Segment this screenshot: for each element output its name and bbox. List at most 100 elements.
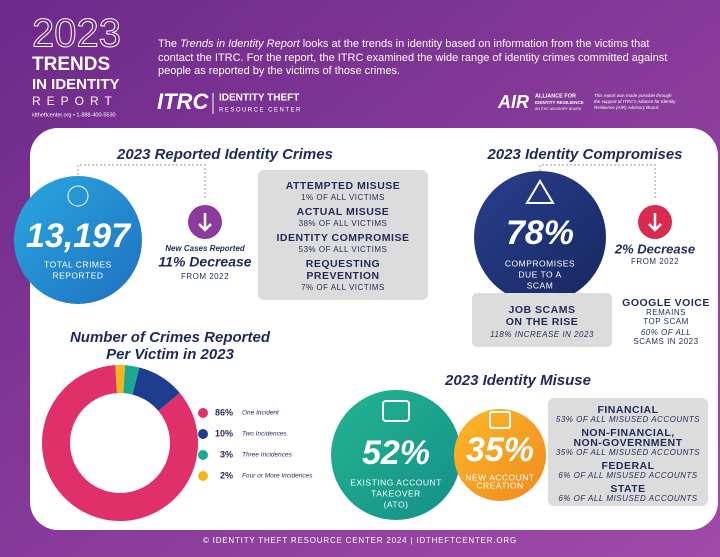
title-1: TRENDS: [32, 54, 110, 75]
section-title: Number of Crimes Reported: [70, 329, 271, 346]
google-detail: SCAMS IN 2023: [633, 337, 698, 346]
new-account-label: CREATION: [476, 480, 523, 490]
ato-icon: [382, 400, 410, 422]
item-name: ACTUAL MISUSE: [297, 206, 390, 218]
ato-label: TAKEOVER: [371, 488, 421, 498]
ato-label: EXISTING ACCOUNT: [350, 477, 442, 487]
warning-icon: [525, 179, 555, 204]
legend-swatch: [198, 471, 208, 481]
donut-segment: [132, 367, 180, 411]
section-title: Per Victim in 2023: [106, 346, 235, 363]
contact: idtheftcenter.org • 1-888-400-5530: [32, 112, 116, 118]
intro-text: looks at the trends in identity based on…: [158, 38, 668, 77]
legend-value: 86%: [215, 407, 233, 417]
connector: [539, 164, 656, 200]
scam-percent: 78%: [506, 214, 574, 252]
section-title: 2023 Identity Compromises: [486, 146, 682, 163]
arrow: [648, 213, 662, 232]
google-voice: TOP SCAM: [643, 317, 689, 326]
change-from: FROM 2022: [181, 272, 229, 281]
donut-segment: [123, 365, 140, 395]
scam-label: SCAM: [527, 280, 554, 290]
ato-label: (ATO): [384, 499, 409, 509]
legend-swatch: [198, 408, 208, 418]
legend-value: 2%: [220, 470, 233, 480]
air-name3: AN ITRC ADVISORY BOARD: [535, 107, 582, 111]
job-box: [472, 293, 612, 347]
job-detail: 118% INCREASE IN 2023: [490, 330, 594, 339]
google-voice: REMAINS: [646, 308, 686, 317]
misuse-box: [548, 398, 708, 506]
legend-swatch: [198, 450, 208, 460]
legend-label: Two Incidences: [242, 431, 287, 438]
item-detail: 1% OF ALL VICTIMS: [301, 193, 385, 202]
intro-text: The: [158, 38, 177, 50]
air-name2: IDENTITY RESILIENCE: [535, 100, 584, 105]
new-account-circle: [454, 409, 546, 501]
new-account-label: NEW ACCOUNT: [465, 472, 534, 482]
air-name: ALLIANCE FOR: [535, 93, 576, 99]
legend-label: One Incident: [242, 410, 280, 417]
item-detail: 35% OF ALL MISUSED ACCOUNTS: [556, 448, 700, 457]
item-name: FINANCIAL: [597, 404, 658, 416]
item-name: NON-FINANCIAL,: [581, 427, 674, 439]
item-name: ATTEMPTED MISUSE: [286, 180, 401, 192]
intro-italic: Trends in Identity Report: [180, 38, 300, 50]
item-name: PREVENTION: [306, 270, 379, 282]
air-note-line: Resilience (AIR) Advisory Board.: [594, 105, 659, 110]
item-name: REQUESTING: [306, 258, 380, 270]
donut: 86% One Incident 10% Two Incidences 3% Three …: [42, 365, 313, 522]
change: 2% Decrease: [614, 241, 695, 256]
legend-label: Three Incidences: [242, 452, 293, 459]
title-3: REPORT: [32, 94, 118, 108]
scam-circle: [474, 171, 606, 303]
air-note: This report was made possible throughthe…: [594, 93, 676, 110]
donut-segment: [42, 365, 198, 522]
title-2: IN IDENTITY: [32, 76, 120, 93]
connector: [77, 164, 206, 200]
itrc-name: IDENTITY THEFT: [219, 93, 299, 104]
scam-label: COMPROMISES: [505, 258, 575, 268]
air-note-line: This report was made possible through: [594, 93, 672, 98]
item-name: IDENTITY COMPROMISE: [277, 232, 410, 244]
new-account: 35%: [466, 431, 534, 469]
ato: 52%: [362, 434, 430, 472]
item-detail: 53% OF ALL MISUSED ACCOUNTS: [556, 415, 700, 424]
item-name: NON-GOVERNMENT: [573, 437, 682, 449]
footer: © IDENTITY THEFT RESOURCE CENTER 2024 | …: [203, 536, 517, 545]
change-label: New Cases Reported: [165, 244, 246, 253]
ato-circle: [331, 390, 461, 520]
year: 2023: [32, 12, 121, 56]
total: 13,197: [26, 217, 132, 255]
arrow: [198, 213, 212, 232]
total-label: REPORTED: [52, 270, 103, 280]
item-detail: 38% OF ALL VICTIMS: [299, 219, 388, 228]
change-from: FROM 2022: [631, 257, 679, 266]
item-detail: 6% OF ALL MISUSED ACCOUNTS: [558, 494, 697, 503]
legend-value: 10%: [215, 428, 233, 438]
crime-box: [258, 170, 428, 300]
itrc-logo: ITRC: [157, 89, 209, 114]
scam-label: DUE TO A: [518, 269, 561, 279]
donut-segment: [115, 365, 126, 394]
google-detail: 60% OF ALL: [641, 328, 691, 337]
intro: The Trends in Identity Report looks at t…: [158, 38, 678, 79]
job-scams: ON THE RISE: [506, 316, 579, 328]
item-detail: 53% OF ALL VICTIMS: [299, 245, 388, 254]
job-scams: JOB SCAMS: [509, 304, 576, 316]
item-detail: 6% OF ALL MISUSED ACCOUNTS: [558, 471, 697, 480]
air-logo: AIR: [497, 92, 529, 112]
icon: [67, 185, 89, 207]
item-name: STATE: [610, 483, 645, 495]
item-name: FEDERAL: [601, 460, 654, 472]
itrc-name2: RESOURCE CENTER: [219, 108, 302, 114]
change: 11% Decrease: [158, 254, 251, 270]
section-title: 2023 Reported Identity Crimes: [116, 146, 333, 163]
google-voice: GOOGLE VOICE: [622, 297, 710, 309]
new-account-icon: [489, 411, 511, 429]
air-note-line: the support of ITRC's Alliance for Ident…: [594, 99, 676, 104]
